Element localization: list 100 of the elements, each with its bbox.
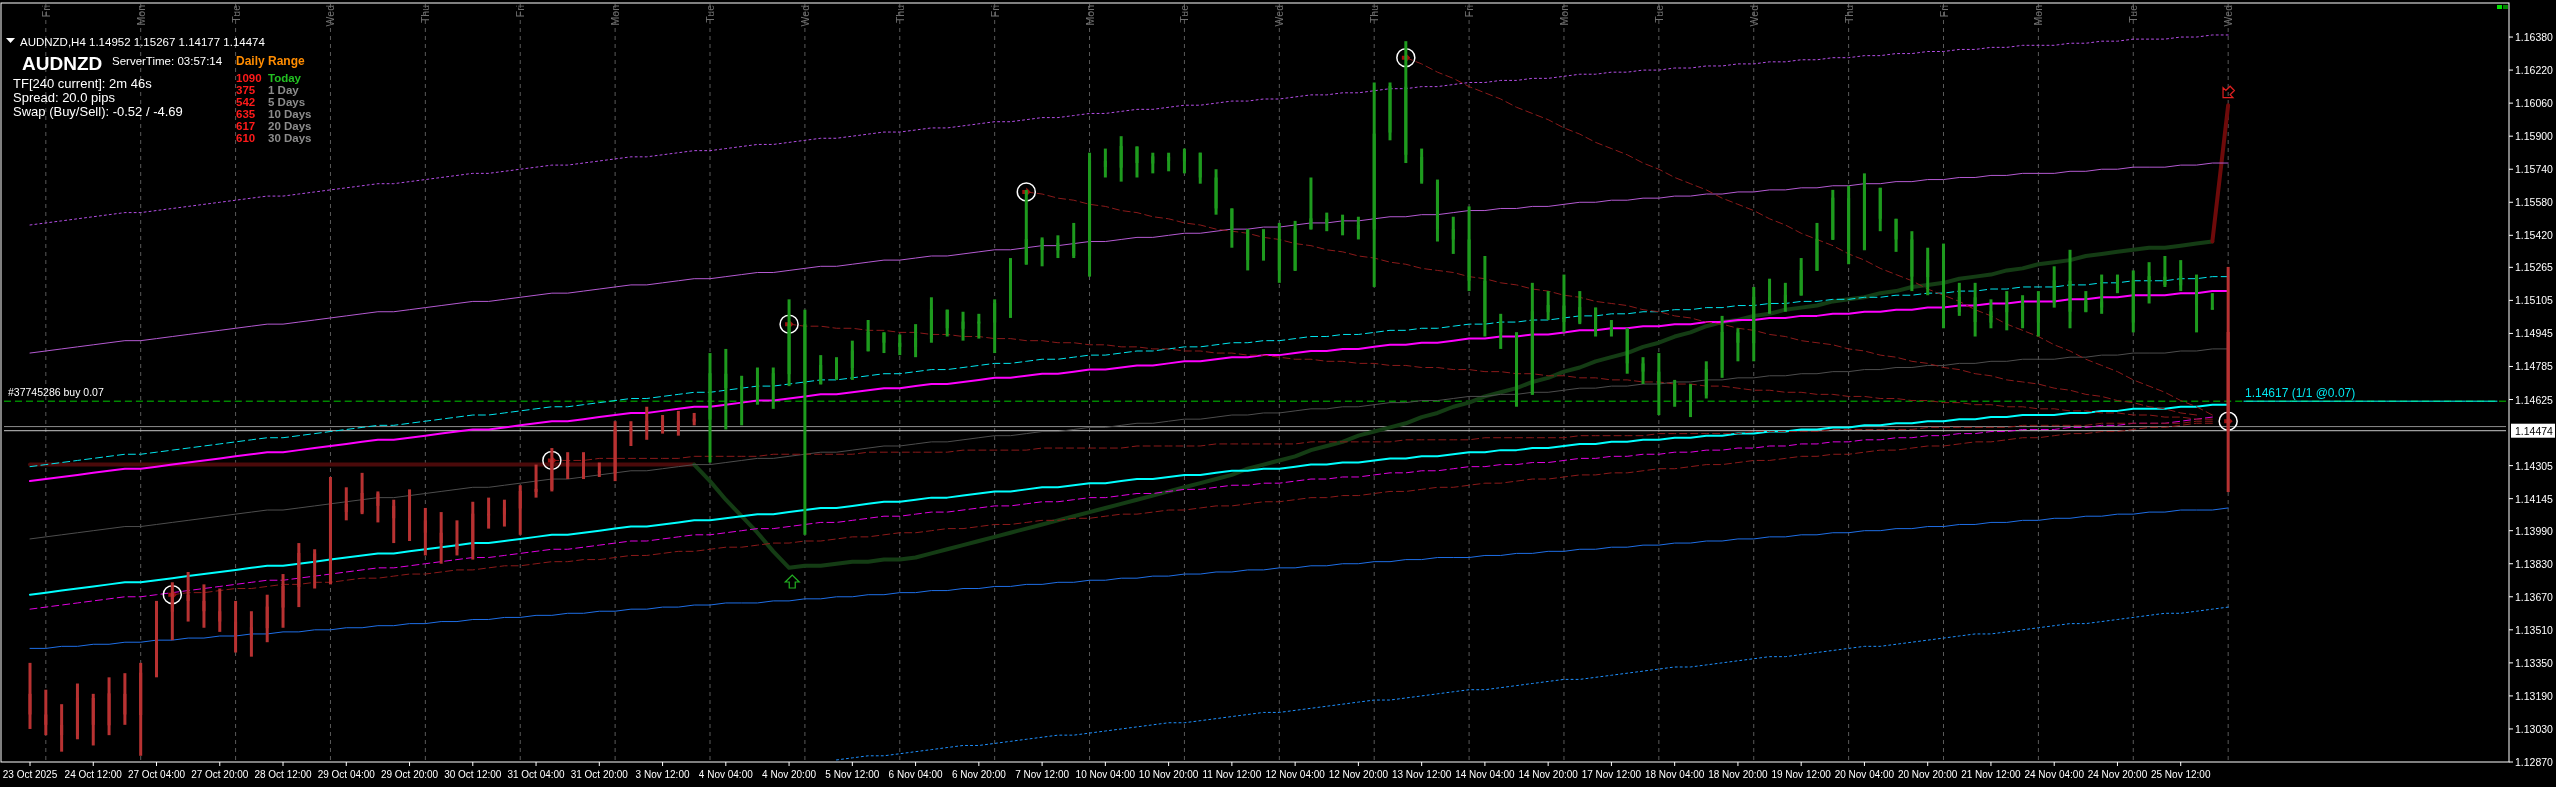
annotation: Tue [2127,4,2140,23]
ref-line-label: #37745286 buy 0.07 [8,386,104,399]
y-tick-label: 1.12870 [2515,756,2554,768]
annotation: Wed [1747,4,1760,27]
x-tick-label: 31 Oct 20:00 [570,769,629,780]
annotation: Mon [134,4,147,26]
y-tick-label: 1.15265 [2515,261,2554,274]
annotation: Thu [1368,4,1381,24]
y-tick-label: 1.15740 [2515,163,2554,176]
annotation: Today [268,72,302,84]
x-tick-label: 12 Nov 20:00 [1328,769,1389,780]
annotation: Thu [893,4,906,24]
y-tick-label: 1.14945 [2515,327,2554,340]
x-tick-label: 27 Oct 20:00 [191,769,249,780]
annotation: 10 Days [268,108,312,120]
annotation: 20 Days [268,120,312,132]
y-tick-label: 1.13190 [2515,689,2554,702]
annotation: Fri [1463,5,1476,18]
x-tick-label: 3 Nov 12:00 [635,769,690,780]
x-tick-label: 28 Oct 12:00 [254,769,313,780]
x-tick-label: 12 Nov 04:00 [1265,769,1326,780]
y-tick-label: 1.15105 [2515,294,2554,307]
x-tick-label: 29 Oct 20:00 [380,769,439,780]
annotation: Wed [1273,4,1286,27]
y-tick-label: 1.14145 [2515,492,2554,505]
annotation: Fri [39,5,52,18]
annotation: ServerTime: 03:57:14 [112,55,223,67]
x-tick-label: 21 Nov 12:00 [1961,769,2022,780]
y-tick-label: 1.16220 [2515,64,2554,77]
annotation: Tue [1178,4,1191,23]
y-tick-label: 1.13830 [2515,557,2554,570]
annotation: Thu [419,4,432,24]
y-tick-label: 1.13030 [2515,722,2554,735]
annotation: 30 Days [268,132,312,144]
annotation: Tue [1652,4,1665,23]
y-tick-label: 1.14305 [2515,459,2554,472]
annotation: Mon [609,4,622,26]
x-tick-label: 29 Oct 04:00 [317,769,376,780]
x-tick-label: 5 Nov 12:00 [825,769,880,780]
y-tick-label: 1.14625 [2515,393,2554,406]
y-tick-label: 1.13670 [2515,590,2554,603]
text: AUDNZD,H4 1.14952 1.15267 1.14177 1.14474 [20,36,266,48]
x-tick-label: 10 Nov 04:00 [1075,769,1136,780]
annotation: AUDNZD [22,53,103,74]
x-tick-label: 10 Nov 20:00 [1138,769,1199,780]
annotation: Mon [2032,4,2045,26]
x-tick-label: 4 Nov 20:00 [762,769,817,780]
y-tick-label: 1.14785 [2515,360,2554,373]
annotation: 635 [236,108,256,120]
annotation: Wed [2222,4,2235,27]
x-tick-label: 20 Nov 04:00 [1834,769,1895,780]
y-tick-label: 1.15580 [2515,196,2554,209]
x-tick-label: 31 Oct 04:00 [507,769,566,780]
x-tick-label: 25 Nov 12:00 [2150,769,2211,780]
x-tick-label: 14 Nov 20:00 [1518,769,1579,780]
annotation: Wed [324,4,337,27]
x-tick-label: 24 Nov 04:00 [2024,769,2085,780]
annotation: 375 [236,84,256,96]
x-tick-label: 13 Nov 12:00 [1391,769,1452,780]
annotation: Thu [1842,4,1855,24]
annotation: Tue [229,4,242,23]
annotation: 1 Day [268,84,300,96]
annotation: 542 [236,96,256,108]
y-tick-label: 1.16380 [2515,31,2554,44]
annotation: 5 Days [268,96,306,108]
y-tick-label: 1.13510 [2515,623,2554,636]
x-tick-label: 18 Nov 04:00 [1644,769,1705,780]
annotation: Mon [1557,4,1570,26]
annotation: Spread: 20.0 pips [13,90,116,105]
x-tick-label: 24 Oct 12:00 [64,769,123,780]
x-tick-label: 17 Nov 12:00 [1581,769,1642,780]
annotation: 617 [236,120,256,132]
annotation: Mon [1083,4,1096,26]
annotation: Fri [1937,5,1950,18]
annotation: TF[240 current]: 2m 46s [13,76,153,91]
y-tick-label: 1.15420 [2515,229,2554,242]
annotation: 610 [236,132,256,144]
ref-line-label: 1.14474 [2515,424,2554,437]
x-tick-label: 7 Nov 12:00 [1015,769,1070,780]
annotation: 1.14617 (1/1 @0.07) [2244,386,2356,401]
annotation: Fri [988,5,1001,18]
x-tick-label: 6 Nov 20:00 [951,769,1007,780]
annotation: Daily Range [236,54,306,68]
y-tick-label: 1.16060 [2515,97,2554,110]
annotation: Tue [704,4,717,23]
x-tick-label: 27 Oct 04:00 [127,769,186,780]
x-tick-label: 23 Oct 2025 [2,769,58,780]
x-tick-label: 11 Nov 12:00 [1202,769,1262,780]
annotation: Swap (Buy/Sell): -0.52 / -4.69 [13,104,183,119]
y-tick-label: 1.13990 [2515,524,2554,537]
x-tick-label: 18 Nov 20:00 [1708,769,1769,780]
x-tick-label: 20 Nov 20:00 [1897,769,1958,780]
annotation: 1090 [236,72,262,84]
y-tick-label: 1.15900 [2515,130,2554,143]
x-tick-label: 14 Nov 04:00 [1455,769,1516,780]
annotation: Fri [514,5,527,18]
x-tick-label: 30 Oct 12:00 [444,769,502,780]
x-tick-label: 24 Nov 20:00 [2087,769,2148,780]
annotation: Wed [798,4,811,27]
x-tick-label: 6 Nov 04:00 [888,769,943,780]
